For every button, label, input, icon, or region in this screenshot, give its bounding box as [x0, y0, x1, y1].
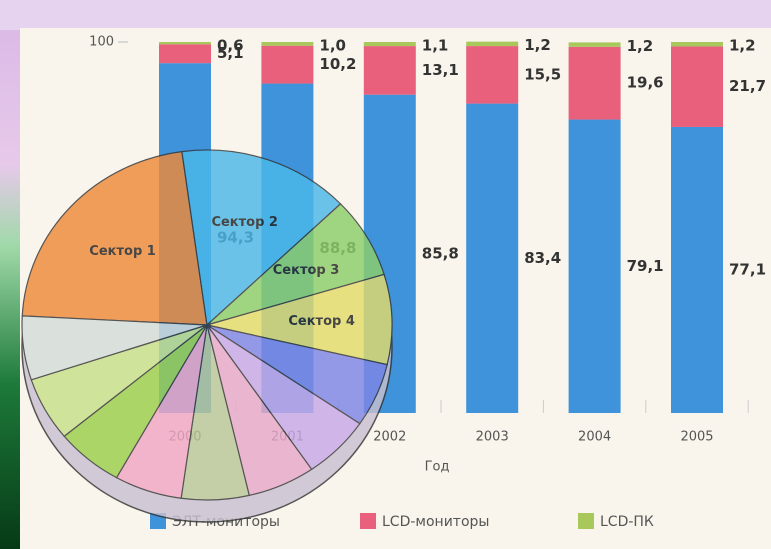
y-tick-label: 100: [89, 35, 114, 50]
slice-label: Сектор 2: [211, 215, 278, 230]
pie-slice: [206, 273, 393, 366]
value-label: 19,6: [627, 74, 664, 92]
value-label: 79,1: [627, 257, 664, 275]
value-label: 0,6: [217, 37, 244, 55]
bar-segment: [159, 44, 211, 64]
bar-segment: [363, 46, 416, 95]
value-label: 85,8: [422, 244, 459, 262]
x-axis-label: Год: [425, 460, 450, 475]
value-label: 1,0: [319, 37, 346, 55]
value-label: 15,5: [524, 65, 561, 83]
value-label: 13,1: [422, 61, 459, 79]
value-label: 10,2: [319, 55, 356, 73]
value-label: 5,1: [217, 44, 244, 62]
value-label: 1,2: [627, 37, 654, 55]
x-tick-label: 2003: [476, 430, 509, 445]
bar-segment: [261, 45, 314, 84]
x-tick-label: 2005: [680, 430, 713, 445]
pie-slice: [21, 315, 208, 381]
top-band: [0, 0, 771, 30]
value-label: 1,2: [729, 37, 756, 55]
legend-label: LCD-ПК: [600, 514, 654, 530]
bar-segment: [568, 46, 621, 120]
x-tick-label: 2002: [373, 430, 406, 445]
legend-swatch: [360, 513, 376, 529]
pie-slice: [21, 150, 208, 326]
value-label: 1,1: [422, 37, 449, 55]
value-label: 1,2: [524, 36, 551, 54]
slice-label: Сектор 3: [273, 263, 340, 278]
pie-slice: [181, 149, 342, 327]
bar-segment: [466, 41, 519, 47]
bar-segment: [568, 119, 621, 413]
bar-segment: [671, 126, 723, 414]
bar-segment: [671, 42, 723, 47]
bar-segment: [159, 42, 211, 45]
pie-chart: Сектор 1 Сектор 2 Сектор 3 Сектор 4: [21, 149, 393, 523]
legend-swatch: [578, 513, 594, 529]
bar-segment: [466, 46, 519, 104]
slice-label: Сектор 1: [89, 244, 156, 259]
bar-segment: [466, 103, 519, 413]
legend-label: LCD-мониторы: [382, 514, 489, 530]
value-label: 21,7: [729, 77, 766, 95]
x-tick-label: 2004: [578, 430, 611, 445]
slice-label: Сектор 4: [288, 314, 355, 329]
bar-segment: [363, 42, 416, 47]
value-label: 83,4: [524, 249, 561, 267]
bar-segment: [261, 42, 314, 46]
bar-segment: [568, 42, 621, 47]
value-label: 77,1: [729, 260, 766, 278]
bar-segment: [671, 46, 723, 127]
